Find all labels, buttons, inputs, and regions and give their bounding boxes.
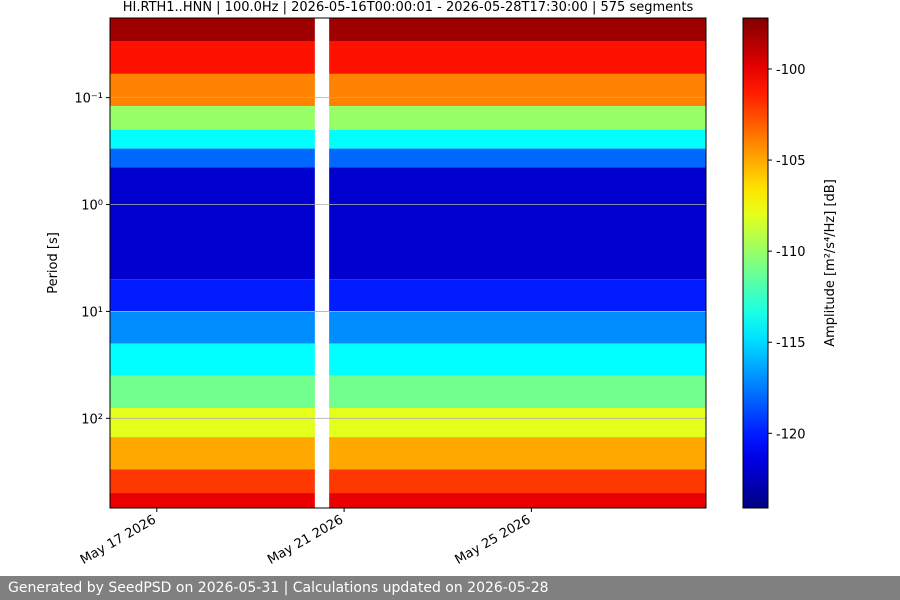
spectrogram-band xyxy=(110,279,706,312)
y-axis-label: Period [s] xyxy=(46,232,61,294)
y-tick-label: 10⁻¹ xyxy=(74,92,103,107)
chart-title: HI.RTH1..HNN | 100.0Hz | 2026-05-16T00:0… xyxy=(123,0,694,15)
chart: HI.RTH1..HNN | 100.0Hz | 2026-05-16T00:0… xyxy=(46,0,838,568)
spectrogram-band xyxy=(110,18,706,42)
spectrogram-band xyxy=(110,41,706,74)
spectrogram-band xyxy=(110,469,706,494)
spectrogram-band xyxy=(110,73,706,107)
colorbar-tick-label: -115 xyxy=(776,336,806,351)
colorbar-tick-label: -120 xyxy=(776,427,806,442)
spectrogram-band xyxy=(110,129,706,149)
x-tick-label: May 17 2026 xyxy=(78,512,159,567)
spectrogram-band xyxy=(110,437,706,470)
x-tick-label: May 21 2026 xyxy=(265,512,346,567)
colorbar xyxy=(742,17,769,509)
footer: Generated by SeedPSD on 2026-05-31 | Cal… xyxy=(0,576,900,600)
spectrogram-band xyxy=(110,167,706,280)
y-tick-label: 10¹ xyxy=(81,305,103,320)
x-tick-label: May 25 2026 xyxy=(452,512,533,567)
spectrogram-band xyxy=(110,375,706,408)
spectrogram-band xyxy=(110,106,706,130)
y-tick-label: 10⁰ xyxy=(81,199,103,214)
spectrogram-band xyxy=(110,148,706,168)
spectrogram-band xyxy=(110,343,706,376)
spectrogram-band xyxy=(110,311,706,344)
y-tick-label: 10² xyxy=(81,412,103,427)
spectrogram-band xyxy=(110,493,706,508)
colorbar-tick-label: -110 xyxy=(776,245,806,260)
plot-frame xyxy=(109,17,707,509)
colorbar-tick-label: -105 xyxy=(776,154,806,169)
colorbar-label: Amplitude [m²/s⁴/Hz] [dB] xyxy=(823,179,838,347)
colorbar-tick-label: -100 xyxy=(776,63,806,78)
data-gap xyxy=(314,18,330,508)
spectrogram-band xyxy=(110,407,706,438)
